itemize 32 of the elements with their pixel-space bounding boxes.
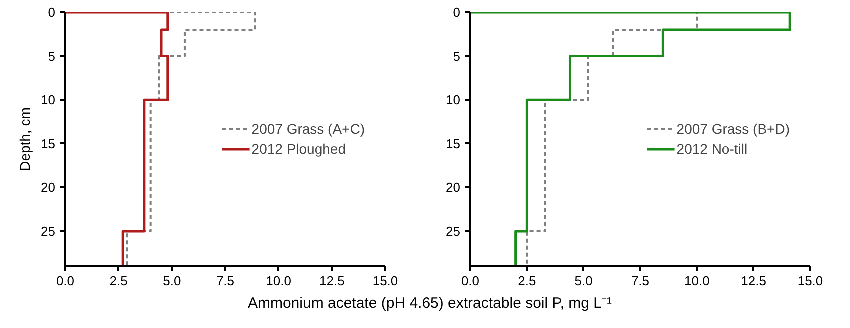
y-tick-label: 15 [41,136,56,152]
y-tick-label: 5 [453,48,461,64]
y-tick-label: 0 [453,5,461,20]
legend-label: 2007 Grass (B+D) [676,121,790,137]
y-tick-label: 5 [48,48,56,64]
x-tick-label: 7.5 [631,274,650,288]
x-tick-label: 12.5 [741,274,766,288]
x-tick-label: 10.0 [684,274,710,288]
y-tick-label: 10 [41,92,56,108]
y-tick-label: 20 [446,180,461,196]
x-tick-label: 15.0 [372,274,398,288]
x-tick-label: 5.0 [574,274,593,288]
x-tick-label: 2.5 [518,274,536,288]
y-axis-title: Depth, cm [17,108,34,172]
y-tick-label: 0 [48,5,56,20]
x-tick-label: 5.0 [163,274,182,288]
y-tick-label: 20 [41,180,56,196]
legend-label: 2012 No-till [676,141,748,157]
y-tick-label: 25 [446,224,461,239]
x-tick-label: 0.0 [56,274,75,288]
y-tick-label: 25 [41,224,56,239]
y-tick-label: 15 [446,136,461,152]
x-tick-label: 15.0 [798,274,824,288]
x-tick-label: 2.5 [110,274,128,288]
y-tick-label: 10 [446,92,461,108]
legend-label: 2012 Ploughed [252,141,346,157]
x-tick-label: 0.0 [461,274,480,288]
x-tick-label: 12.5 [320,274,345,288]
x-axis-title: Ammonium acetate (pH 4.65) extractable soil P, mg L⁻¹ [248,294,612,314]
x-tick-label: 10.0 [266,274,292,288]
x-tick-label: 7.5 [216,274,235,288]
legend-label: 2007 Grass (A+C) [252,121,365,137]
